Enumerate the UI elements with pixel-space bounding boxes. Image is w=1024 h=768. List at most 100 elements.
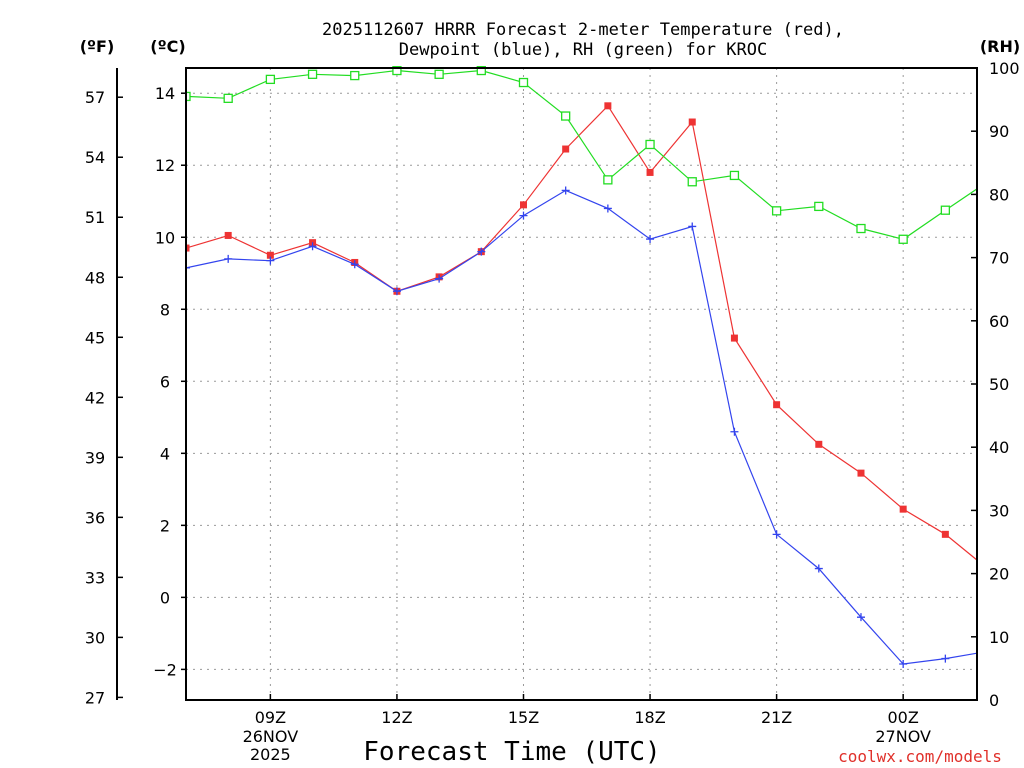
rh-tick-label: 40 xyxy=(989,438,1009,457)
gridlines xyxy=(186,68,977,700)
dewpoint-point xyxy=(392,287,401,296)
rh-point xyxy=(434,69,444,79)
dewpoint-point xyxy=(899,659,908,668)
fahrenheit-tick-label: 27 xyxy=(85,688,105,707)
chart-title-line2: Dewpoint (blue), RH (green) for KROC xyxy=(399,40,767,60)
celsius-tick-label: 14 xyxy=(155,84,175,103)
fahrenheit-tick-label: 57 xyxy=(85,88,105,107)
dewpoint-point xyxy=(435,274,444,283)
rh-point xyxy=(603,175,613,185)
fahrenheit-tick-label: 33 xyxy=(85,568,105,587)
chart-title-line1: 2025112607 HRRR Forecast 2-meter Tempera… xyxy=(322,20,844,40)
fahrenheit-axis: 27 30 33 36 39 42 45 48 51 54 57 xyxy=(85,88,123,707)
rh-tick-label: 80 xyxy=(989,185,1009,204)
dewpoint-point xyxy=(561,186,570,195)
2-meter-temperature-point xyxy=(941,530,949,538)
2-meter-temperature-point xyxy=(519,201,527,209)
2-meter-temperature-point xyxy=(899,505,907,513)
celsius-tick-label: 0 xyxy=(160,588,170,607)
date-tick-label: 27NOV xyxy=(875,727,931,746)
rh-point xyxy=(687,177,697,187)
rh-tick-label: 100 xyxy=(989,59,1020,78)
dewpoint-point xyxy=(224,254,233,263)
time-tick-label: 12Z xyxy=(381,708,412,727)
2-meter-temperature-point xyxy=(646,168,654,176)
fahrenheit-tick-label: 30 xyxy=(85,628,105,647)
dewpoint-point xyxy=(477,247,486,256)
2-meter-temperature-point xyxy=(562,145,570,153)
dewpoint-point xyxy=(856,613,865,622)
time-tick-label: 18Z xyxy=(634,708,665,727)
fahrenheit-tick-label: 45 xyxy=(85,328,105,347)
rh-line xyxy=(186,69,977,240)
rh-unit-label: (RH) xyxy=(980,37,1020,56)
2-meter-temperature-line xyxy=(186,104,977,561)
celsius-tick-label: 6 xyxy=(160,372,170,391)
time-tick-label: 00Z xyxy=(888,708,919,727)
dewpoint-point xyxy=(519,211,528,220)
dewpoint-line xyxy=(186,189,977,665)
2-meter-temperature-point xyxy=(688,118,696,126)
time-tick-label: 09Z xyxy=(255,708,286,727)
fahrenheit-tick-label: 51 xyxy=(85,208,105,227)
rh-point xyxy=(814,201,824,212)
rh-point xyxy=(856,223,866,234)
fahrenheit-tick-label: 48 xyxy=(85,268,105,287)
fahrenheit-unit-label: (ºF) xyxy=(80,37,115,56)
dewpoint-point xyxy=(814,564,823,573)
celsius-unit-label: (ºC) xyxy=(150,37,185,56)
dewpoint-point xyxy=(603,204,612,213)
rh-point xyxy=(223,93,233,103)
rh-tick-label: 30 xyxy=(989,501,1009,520)
rh-axis: 0 10 20 30 40 50 60 70 80 90 100 xyxy=(971,59,1020,710)
rh-point xyxy=(645,139,655,150)
rh-point xyxy=(940,205,951,215)
rh-point xyxy=(771,206,782,216)
x-axis-title: Forecast Time (UTC) xyxy=(363,737,660,767)
rh-tick-label: 60 xyxy=(989,312,1009,331)
date-tick-label: 26NOV xyxy=(243,727,299,746)
2-meter-temperature-point xyxy=(224,231,232,239)
rh-tick-label: 90 xyxy=(989,122,1009,141)
rh-point xyxy=(392,66,402,76)
rh-point xyxy=(265,74,276,85)
rh-tick-label: 10 xyxy=(989,628,1009,647)
celsius-tick-label: −2 xyxy=(153,660,177,679)
celsius-axis: −2 0 2 4 6 8 10 12 14 xyxy=(153,84,186,679)
2-meter-temperature-point xyxy=(857,469,865,477)
celsius-tick-label: 8 xyxy=(160,300,170,319)
2-meter-temperature-point xyxy=(730,334,738,342)
rh-point xyxy=(729,170,740,181)
rh-point xyxy=(186,91,191,102)
rh-tick-label: 50 xyxy=(989,375,1009,394)
dewpoint-point xyxy=(646,235,655,244)
dewpoint-point xyxy=(688,222,697,231)
dewpoint-point xyxy=(186,263,190,272)
2-meter-temperature-point xyxy=(604,102,612,110)
dewpoint-point xyxy=(941,654,950,663)
dewpoint-point xyxy=(350,260,359,269)
celsius-tick-label: 4 xyxy=(160,444,170,463)
time-tick-label: 21Z xyxy=(761,708,792,727)
rh-point xyxy=(561,111,571,121)
rh-tick-label: 0 xyxy=(989,691,999,710)
fahrenheit-tick-label: 36 xyxy=(85,508,105,527)
rh-point xyxy=(518,77,529,88)
time-tick-label: 15Z xyxy=(508,708,539,727)
fahrenheit-tick-label: 54 xyxy=(85,148,105,167)
data-series xyxy=(186,66,992,668)
dewpoint-point xyxy=(772,530,781,539)
rh-point xyxy=(350,70,360,81)
plot-frame xyxy=(185,67,978,701)
2-meter-temperature-point xyxy=(266,251,274,259)
2-meter-temperature-point xyxy=(815,440,823,448)
fahrenheit-tick-label: 39 xyxy=(85,448,105,467)
rh-tick-label: 70 xyxy=(989,249,1009,268)
2-meter-temperature-point xyxy=(186,244,190,252)
source-credit[interactable]: coolwx.com/models xyxy=(838,747,1002,766)
rh-tick-label: 20 xyxy=(989,565,1009,584)
dewpoint-point xyxy=(984,647,992,655)
dewpoint-point xyxy=(730,427,739,436)
